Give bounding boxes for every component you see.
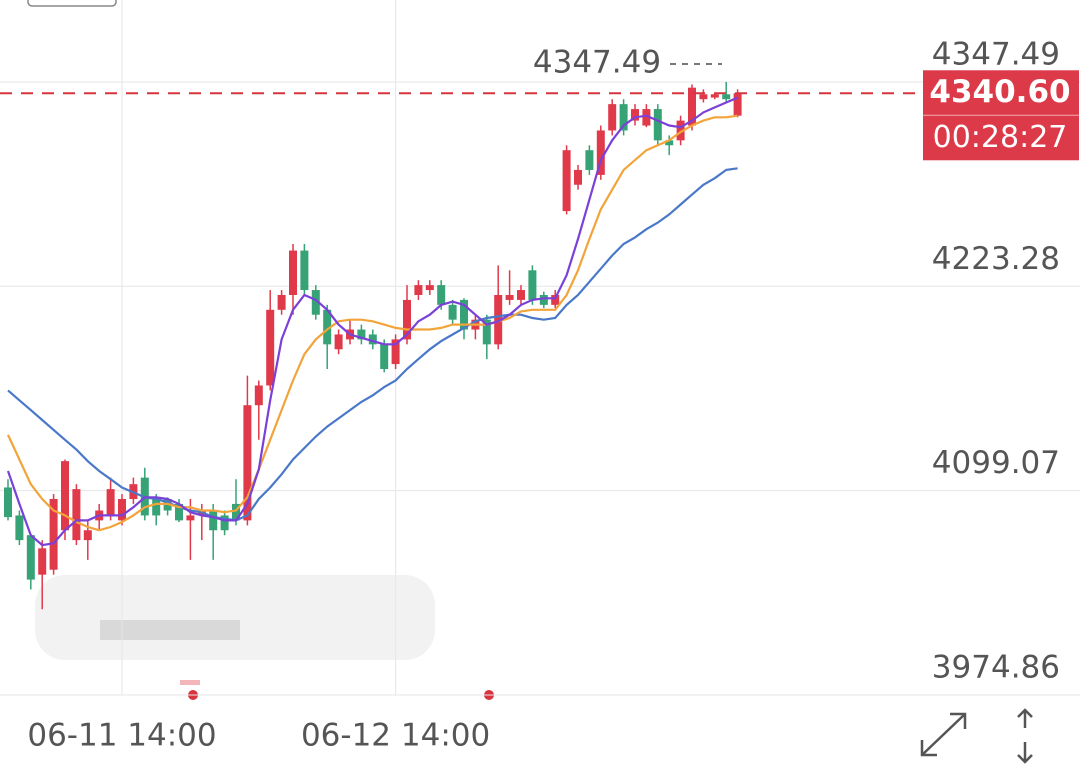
candle-body [15, 515, 24, 541]
scale-icon[interactable] [1017, 708, 1033, 764]
candle-body [106, 489, 115, 516]
candle-body [539, 294, 548, 305]
candle-body [665, 140, 674, 146]
high-marker-label: 4347.49 [533, 44, 661, 80]
candle-body [722, 94, 731, 100]
candle-body [38, 548, 47, 575]
candle-body [596, 130, 605, 175]
candle-body [26, 535, 35, 580]
candle-body [243, 405, 252, 521]
event-tag [180, 680, 200, 685]
y-tick-label: 4099.07 [932, 445, 1060, 481]
countdown: 00:28:27 [933, 120, 1068, 155]
candle-body [300, 250, 309, 291]
candle-body [653, 109, 662, 141]
candle-body [118, 498, 126, 521]
candle-body [266, 309, 275, 386]
candle-body [254, 385, 263, 406]
candle-body [448, 304, 457, 320]
candle-body [688, 87, 696, 126]
candle-body [323, 309, 332, 345]
candle-body [289, 250, 297, 295]
candle-body [152, 498, 161, 516]
y-tick-label: 4347.49 [932, 36, 1060, 72]
candle-body [49, 498, 58, 570]
candle-body [574, 169, 582, 185]
candle-body [357, 329, 366, 340]
candle-body [551, 294, 560, 305]
candle-body [380, 344, 389, 370]
candle-body [425, 285, 434, 291]
ma-line [7, 167, 738, 522]
candle-body [4, 487, 12, 518]
candle-body [460, 299, 468, 330]
candle-body [733, 93, 742, 116]
candle-body [311, 290, 320, 315]
y-tick-label: 4223.28 [932, 241, 1060, 277]
candle-body [414, 285, 423, 295]
candle-body [437, 285, 446, 305]
candle-body [619, 104, 628, 131]
candle-body [517, 290, 525, 300]
candle-body [220, 515, 229, 531]
candle-body [494, 294, 503, 345]
last-price-label: 4340.60 [929, 74, 1070, 110]
candle-body [368, 334, 377, 345]
ma-line [7, 114, 738, 532]
top-button-edge [27, 0, 117, 7]
candle-body [676, 120, 685, 141]
candle-body [608, 104, 617, 131]
candle-body [505, 294, 514, 300]
candle-body [83, 530, 92, 541]
candle-body [562, 150, 571, 212]
candle-body [482, 319, 491, 345]
expand-icon[interactable] [920, 712, 967, 757]
candle-body [277, 294, 286, 310]
candle-body [391, 339, 400, 365]
x-tick-label: 06-11 14:00 [27, 718, 216, 754]
candle-body [209, 510, 218, 531]
candle-body [528, 270, 537, 300]
candle-body [61, 461, 69, 531]
candle-body [631, 109, 639, 121]
candle-body [710, 94, 719, 98]
candle-body [334, 334, 343, 350]
candle-body [72, 489, 81, 541]
candle-body [232, 503, 240, 521]
candle-body [642, 109, 651, 126]
candle-body [403, 299, 411, 340]
candle-body [699, 94, 708, 100]
y-tick-label: 3974.86 [932, 650, 1060, 686]
ma-line [6, 96, 739, 547]
watermark-blur [35, 575, 435, 660]
candle-body [585, 150, 594, 170]
candle-body [186, 515, 195, 521]
candle-body [175, 503, 183, 521]
x-tick-label: 06-12 14:00 [301, 718, 490, 754]
